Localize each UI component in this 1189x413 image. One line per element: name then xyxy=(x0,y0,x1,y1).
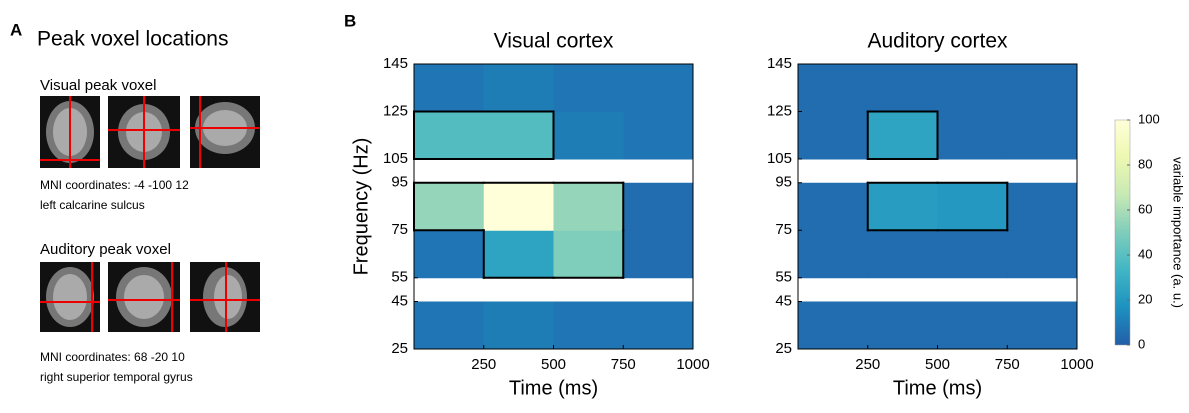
heatmap-cell xyxy=(553,301,624,350)
colorbar-tick-label: 80 xyxy=(1138,156,1152,171)
x-axis-label: Time (ms) xyxy=(893,377,982,399)
heatmap-cell xyxy=(483,64,554,112)
colorbar-tick-label: 20 xyxy=(1138,291,1152,306)
y-tick-label: 125 xyxy=(767,102,792,119)
heatmap-cell xyxy=(623,64,694,112)
x-tick-label: 1000 xyxy=(676,356,709,373)
y-tick-label: 105 xyxy=(767,150,792,167)
y-tick-label: 125 xyxy=(383,102,408,119)
heatmap-cell xyxy=(798,182,869,231)
colorbar-tick-label: 40 xyxy=(1138,246,1152,261)
y-tick-label: 95 xyxy=(775,174,792,191)
colorbar-tick-label: 100 xyxy=(1138,111,1160,126)
heatmap-cell xyxy=(414,301,485,350)
y-tick-label: 45 xyxy=(391,292,408,309)
heatmap-cell xyxy=(798,230,869,279)
heatmap-cell xyxy=(483,230,554,279)
y-tick-label: 145 xyxy=(767,55,792,72)
heatmap-cell xyxy=(414,230,485,279)
colorbar-tick-label: 60 xyxy=(1138,201,1152,216)
section-heading: Visual peak voxel xyxy=(40,77,156,94)
x-axis-label: Time (ms) xyxy=(509,377,598,399)
heatmap-cell xyxy=(937,111,1008,160)
heatmap-cell xyxy=(414,111,485,160)
heatmap-cell xyxy=(937,64,1008,112)
heatmap-cell xyxy=(937,182,1008,231)
coords: MNI coordinates: -4 -100 12 xyxy=(40,178,189,192)
brain-images xyxy=(40,96,260,332)
heatmap-cell xyxy=(553,182,624,231)
y-tick-label: 45 xyxy=(775,292,792,309)
heatmap-cell xyxy=(483,111,554,160)
heatmap-cell xyxy=(623,230,694,279)
x-tick-label: 250 xyxy=(855,356,880,373)
heatmap-cell xyxy=(798,64,869,112)
y-tick-label: 25 xyxy=(775,340,792,357)
y-axis-label: Frequency (Hz) xyxy=(350,138,372,276)
heatmap-cell xyxy=(483,182,554,231)
heatmap-cell xyxy=(867,64,938,112)
heatmap-cell xyxy=(1007,182,1078,231)
heatmap-cell xyxy=(1007,301,1078,350)
section-heading: Auditory peak voxel xyxy=(40,241,171,258)
y-tick-label: 75 xyxy=(391,221,408,238)
heatmap-cell xyxy=(867,301,938,350)
panel-label: A xyxy=(10,20,22,39)
heatmap-cell xyxy=(623,111,694,160)
heatmap-cell xyxy=(553,230,624,279)
colorbar-label: variable importance (a. u.) xyxy=(1171,157,1186,308)
panel-label: B xyxy=(344,11,356,30)
heatmap-cell xyxy=(1007,111,1078,160)
heatmap-cell xyxy=(798,111,869,160)
y-tick-label: 95 xyxy=(391,174,408,191)
x-tick-label: 500 xyxy=(925,356,950,373)
region: right superior temporal gyrus xyxy=(40,370,193,384)
heatmap-cell xyxy=(1007,230,1078,279)
x-tick-label: 1000 xyxy=(1060,356,1093,373)
heatmap-cell xyxy=(1007,64,1078,112)
x-tick-label: 750 xyxy=(611,356,636,373)
y-tick-label: 25 xyxy=(391,340,408,357)
y-tick-label: 145 xyxy=(383,55,408,72)
y-tick-label: 55 xyxy=(775,269,792,286)
chart-title: Auditory cortex xyxy=(867,30,1008,53)
x-tick-label: 500 xyxy=(541,356,566,373)
heatmap-cell xyxy=(867,182,938,231)
panel-title: Peak voxel locations xyxy=(37,28,228,51)
heatmap-cell xyxy=(937,230,1008,279)
colorbar xyxy=(1114,119,1131,346)
coords: MNI coordinates: 68 -20 10 xyxy=(40,350,185,364)
heatmap-cell xyxy=(553,111,624,160)
heatmap-cell xyxy=(414,182,485,231)
y-tick-label: 105 xyxy=(383,150,408,167)
heatmap-cell xyxy=(553,64,624,112)
heatmap-cell xyxy=(867,230,938,279)
heatmap-cell xyxy=(623,301,694,350)
region: left calcarine sulcus xyxy=(40,198,145,212)
x-tick-label: 750 xyxy=(995,356,1020,373)
heatmap-cell xyxy=(623,182,694,231)
y-tick-label: 75 xyxy=(775,221,792,238)
chart-title: Visual cortex xyxy=(494,30,614,53)
y-tick-label: 55 xyxy=(391,269,408,286)
x-tick-label: 250 xyxy=(471,356,496,373)
heatmap-cell xyxy=(937,301,1008,350)
heatmap-cell xyxy=(798,301,869,350)
colorbar-tick-label: 0 xyxy=(1138,336,1145,351)
heatmap-cell xyxy=(483,301,554,350)
heatmap-cell xyxy=(867,111,938,160)
heatmap-cell xyxy=(414,64,485,112)
